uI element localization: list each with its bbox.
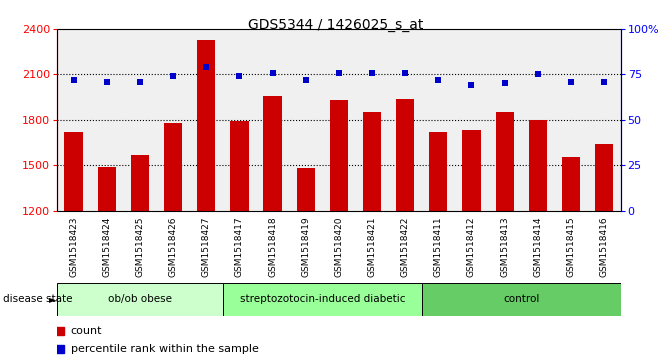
Bar <box>595 144 613 211</box>
Text: GSM1518418: GSM1518418 <box>268 216 277 277</box>
Text: GSM1518422: GSM1518422 <box>401 216 410 277</box>
Text: GSM1518414: GSM1518414 <box>533 216 542 277</box>
Bar <box>396 99 414 211</box>
Point <box>201 64 211 70</box>
Bar <box>495 112 514 211</box>
Point <box>234 73 245 79</box>
Bar <box>223 283 422 316</box>
Bar <box>131 155 149 211</box>
Text: GSM1518420: GSM1518420 <box>334 216 344 277</box>
Bar <box>197 40 215 211</box>
Text: GSM1518421: GSM1518421 <box>368 216 376 277</box>
Text: GSM1518417: GSM1518417 <box>235 216 244 277</box>
Point <box>135 79 146 85</box>
Point <box>68 77 79 83</box>
Text: streptozotocin-induced diabetic: streptozotocin-induced diabetic <box>240 294 405 305</box>
Text: GSM1518423: GSM1518423 <box>69 216 78 277</box>
Text: GSM1518426: GSM1518426 <box>168 216 178 277</box>
Point <box>433 77 444 83</box>
Point <box>333 70 344 76</box>
Bar <box>422 283 621 316</box>
Text: GSM1518424: GSM1518424 <box>102 216 111 277</box>
Text: disease state: disease state <box>3 294 73 305</box>
Point <box>168 73 178 79</box>
Point <box>566 79 576 85</box>
Text: ►: ► <box>49 294 56 305</box>
Bar <box>462 130 480 211</box>
Point <box>301 77 311 83</box>
Point <box>499 81 510 86</box>
Text: count: count <box>70 326 102 337</box>
Text: GSM1518416: GSM1518416 <box>600 216 609 277</box>
Point <box>101 79 112 85</box>
Text: GSM1518413: GSM1518413 <box>500 216 509 277</box>
Text: GSM1518419: GSM1518419 <box>301 216 310 277</box>
Bar <box>562 157 580 211</box>
Text: ob/ob obese: ob/ob obese <box>108 294 172 305</box>
Text: GDS5344 / 1426025_s_at: GDS5344 / 1426025_s_at <box>248 18 423 32</box>
Bar <box>329 100 348 211</box>
Text: GSM1518415: GSM1518415 <box>566 216 576 277</box>
Bar <box>429 132 448 211</box>
Text: GSM1518411: GSM1518411 <box>434 216 443 277</box>
Bar <box>164 123 183 211</box>
Text: control: control <box>503 294 539 305</box>
Bar <box>264 95 282 211</box>
Point <box>599 79 609 85</box>
Point <box>532 72 543 77</box>
Bar <box>230 121 248 211</box>
Text: GSM1518412: GSM1518412 <box>467 216 476 277</box>
Point <box>366 70 377 76</box>
Text: GSM1518425: GSM1518425 <box>136 216 144 277</box>
Bar <box>57 283 223 316</box>
Bar <box>529 120 547 211</box>
Point <box>466 82 477 88</box>
Text: percentile rank within the sample: percentile rank within the sample <box>70 344 258 354</box>
Bar <box>363 112 381 211</box>
Text: GSM1518427: GSM1518427 <box>202 216 211 277</box>
Bar <box>98 167 116 211</box>
Bar <box>297 168 315 211</box>
Point <box>400 70 411 76</box>
Point <box>267 70 278 76</box>
Bar <box>64 132 83 211</box>
